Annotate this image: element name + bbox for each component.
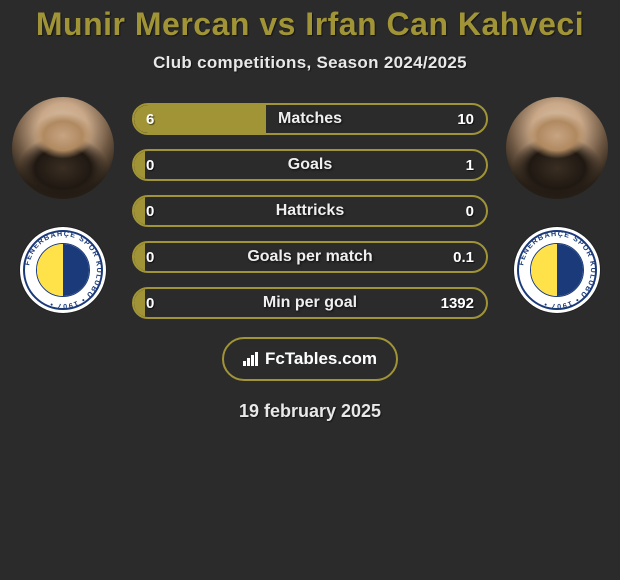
stat-right-value: 0.1	[453, 249, 474, 266]
stat-label: Hattricks	[134, 202, 486, 220]
avatar-placeholder	[12, 97, 114, 199]
stat-row: 0Min per goal1392	[132, 287, 488, 319]
footer-logo-pill: FcTables.com	[222, 337, 398, 381]
right-column: FENERBAHÇE SPOR KULÜBÜ • 1907 •	[502, 97, 612, 313]
subtitle: Club competitions, Season 2024/2025	[0, 53, 620, 73]
stat-right-value: 1392	[441, 295, 474, 312]
player-left-avatar	[12, 97, 114, 199]
left-column: FENERBAHÇE SPOR KULÜBÜ • 1907 •	[8, 97, 118, 313]
content-row: FENERBAHÇE SPOR KULÜBÜ • 1907 • 6Matches…	[0, 97, 620, 319]
stat-right-value: 10	[457, 111, 474, 128]
player-left-club-badge: FENERBAHÇE SPOR KULÜBÜ • 1907 •	[20, 227, 106, 313]
stat-label: Goals	[134, 156, 486, 174]
stat-label: Goals per match	[134, 248, 486, 266]
club-inner-crest	[530, 243, 584, 297]
player-right-club-badge: FENERBAHÇE SPOR KULÜBÜ • 1907 •	[514, 227, 600, 313]
stat-row: 0Goals per match0.1	[132, 241, 488, 273]
stat-row: 0Hattricks0	[132, 195, 488, 227]
avatar-placeholder	[506, 97, 608, 199]
comparison-card: Munir Mercan vs Irfan Can Kahveci Club c…	[0, 0, 620, 450]
date-text: 19 february 2025	[0, 401, 620, 422]
stat-row: 6Matches10	[132, 103, 488, 135]
stat-right-value: 0	[466, 203, 474, 220]
stats-list: 6Matches100Goals10Hattricks00Goals per m…	[118, 103, 502, 319]
footer-logo-text: FcTables.com	[265, 349, 377, 369]
bar-chart-icon	[243, 352, 261, 366]
stat-label: Min per goal	[134, 294, 486, 312]
stat-right-value: 1	[466, 157, 474, 174]
stat-row: 0Goals1	[132, 149, 488, 181]
club-inner-crest	[36, 243, 90, 297]
player-right-avatar	[506, 97, 608, 199]
stat-label: Matches	[134, 110, 486, 128]
page-title: Munir Mercan vs Irfan Can Kahveci	[0, 6, 620, 43]
